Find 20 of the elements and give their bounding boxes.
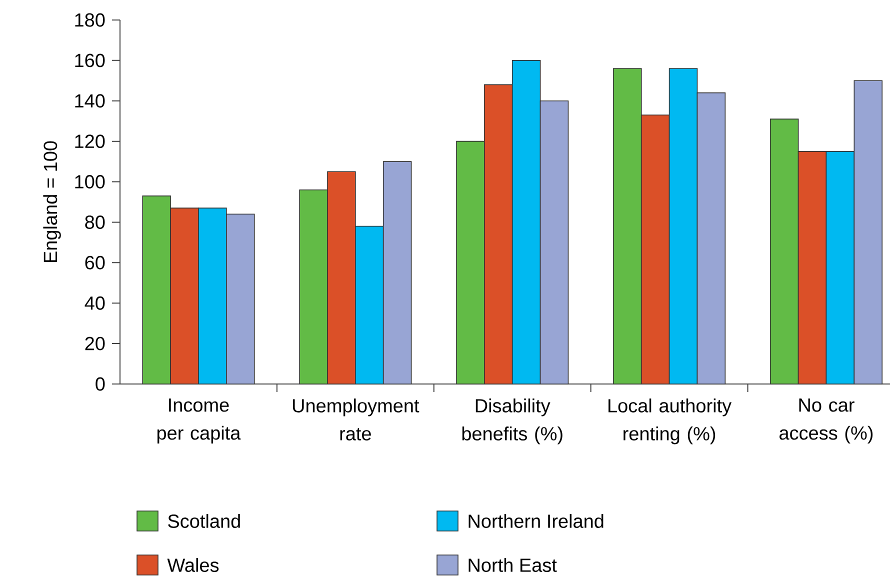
legend-label: Wales <box>167 558 219 572</box>
x-tick-label: No car access (%) <box>780 398 873 444</box>
y-tick-label: 120 <box>75 134 105 148</box>
y-tick-label: 180 <box>75 13 105 27</box>
legend-label: Northern Ireland <box>468 514 604 528</box>
x-tick-label: Income per capita <box>157 398 241 444</box>
x-tick-label: Unemployment rate <box>292 398 420 440</box>
y-tick-label: 0 <box>96 377 105 391</box>
y-tick-label: 160 <box>75 54 105 68</box>
y-axis-title: England = 100 <box>43 141 61 262</box>
legend-label: North East <box>468 558 557 572</box>
y-tick-label: 40 <box>84 296 105 310</box>
y-tick-label: 60 <box>85 256 105 270</box>
y-tick-label: 100 <box>75 175 105 188</box>
y-tick-label: 20 <box>85 336 105 350</box>
y-tick-label: 80 <box>85 215 105 229</box>
legend-label: Scotland <box>168 514 240 528</box>
y-tick-label: 140 <box>75 94 105 108</box>
x-tick-label: Local authority renting (%) <box>608 398 732 444</box>
x-tick-label: Disability benefits (%) <box>462 398 562 444</box>
